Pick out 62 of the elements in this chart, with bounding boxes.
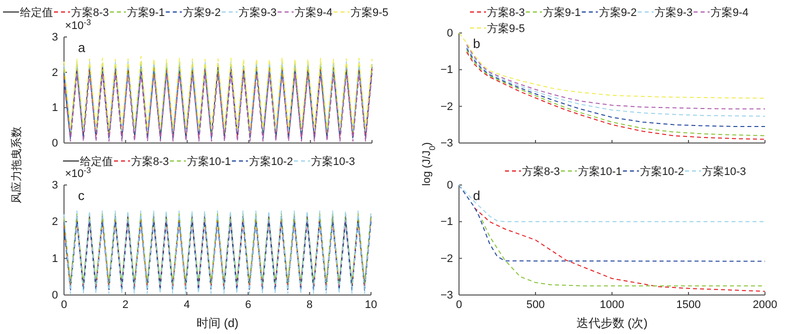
line-series [458, 184, 766, 262]
legend-label: 方案10-3 [310, 154, 355, 168]
x-tick-label: 10 [364, 298, 378, 311]
legend-label: 给定值 [80, 154, 113, 168]
legend-label: 方案9-4 [294, 6, 333, 19]
legend-label: 方案9-3 [238, 6, 277, 19]
y-tick-label: −1 [440, 216, 453, 228]
legend-label: 方案10-1 [578, 164, 622, 178]
x-tick-label: 8 [306, 298, 313, 311]
x-tick-label: 6 [245, 298, 252, 311]
legend-label: 方案10-2 [640, 164, 684, 178]
line-series [458, 184, 766, 222]
text: ×10$^{-3}$ [65, 166, 92, 180]
legend-label: 方案10-2 [248, 154, 293, 168]
x-tick-label: 0 [60, 298, 68, 311]
y-tick-label: 3 [52, 32, 58, 44]
legend-label: 方案9-1 [126, 6, 165, 19]
line-series [458, 32, 766, 99]
legend-label: 方案8-3 [71, 6, 109, 19]
chart-title: d [473, 188, 480, 203]
x-axis-title: 时间 (d) [196, 316, 239, 330]
legend-label: 方案10-1 [186, 154, 231, 168]
x-tick-label: 2000 [752, 298, 778, 311]
legend-label: 给定值 [20, 6, 53, 19]
x-tick-label: 1500 [676, 298, 701, 311]
y-tick-label: −1 [440, 64, 453, 76]
y-tick-label: −2 [440, 252, 453, 265]
legend-label: 方案9-2 [598, 6, 637, 19]
x-tick-label: 0 [456, 298, 462, 311]
x-tick-label: 500 [526, 298, 545, 311]
y-tick-label: 0 [52, 138, 58, 150]
y-tick-label: 2 [52, 216, 58, 228]
text: ×10$^{-3}$ [65, 18, 92, 32]
y-tick-label: 2 [52, 66, 58, 79]
x-axis-title: 迭代步数 (次) [576, 316, 648, 330]
y-tick-label: −3 [440, 290, 453, 302]
y-tick-label: 0 [446, 180, 453, 192]
chart-title: c [78, 188, 85, 203]
y-axis-title: 风应力拖曳系数 [10, 126, 23, 204]
legend-label: 方案9-5 [350, 6, 388, 19]
line-series [474, 207, 766, 292]
y-tick-label: 1 [52, 252, 58, 265]
legend-label: 方案9-3 [654, 6, 693, 19]
legend-label: 方案8-3 [131, 154, 169, 168]
legend-label: 方案9-4 [710, 6, 749, 19]
chart-title: b [473, 36, 480, 51]
y-tick-label: −3 [440, 138, 453, 150]
legend-label: 方案9-1 [542, 6, 581, 19]
x-tick-label: 1000 [600, 298, 624, 311]
x-tick-label: 2 [122, 298, 128, 311]
y-tick-label: 0 [446, 28, 453, 40]
y-tick-label: 1 [52, 102, 58, 114]
legend-label: 方案8-3 [522, 164, 560, 178]
legend-label: 方案10-3 [702, 164, 746, 178]
y-tick-label: 0 [52, 290, 58, 302]
legend-label: 方案9-2 [182, 6, 221, 19]
x-tick-label: 4 [184, 298, 190, 311]
chart-title: a [78, 40, 86, 55]
legend-label: 方案8-3 [487, 6, 525, 19]
y-tick-label: 3 [52, 180, 58, 192]
legend-label: 方案9-5 [487, 22, 525, 35]
y-tick-label: −2 [440, 100, 453, 113]
